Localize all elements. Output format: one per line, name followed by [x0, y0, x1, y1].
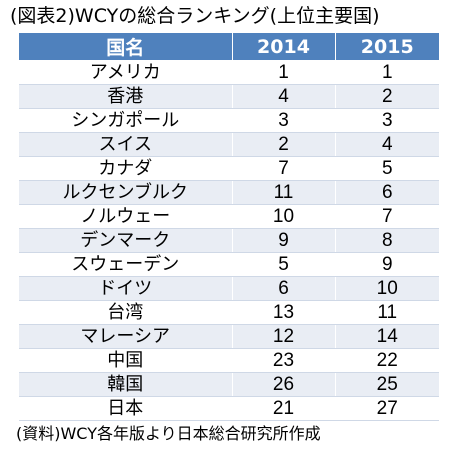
cell-rank-2015: 5: [334, 156, 439, 181]
table-row: アメリカ 1 1: [19, 60, 439, 85]
cell-rank-2014: 23: [231, 348, 335, 373]
cell-rank-2014: 3: [231, 108, 335, 133]
cell-rank-2015: 3: [334, 108, 439, 133]
cell-rank-2014: 9: [231, 228, 335, 253]
cell-rank-2015: 14: [334, 324, 439, 349]
cell-country: デンマーク: [19, 228, 232, 253]
table-row: ルクセンブルク 11 6: [19, 180, 439, 205]
table-row: ノルウェー 10 7: [19, 204, 439, 229]
header-country: 国名: [19, 33, 232, 61]
cell-country: ノルウェー: [19, 204, 232, 229]
cell-rank-2015: 4: [334, 132, 439, 157]
source-note: (資料)WCY各年版より日本総合研究所作成: [16, 424, 321, 443]
cell-rank-2014: 21: [231, 396, 335, 421]
table-row: 香港 4 2: [19, 84, 439, 109]
cell-country: ルクセンブルク: [19, 180, 232, 205]
header-2014: 2014: [231, 33, 335, 61]
cell-rank-2014: 1: [231, 60, 335, 85]
cell-rank-2015: 27: [334, 396, 439, 421]
table-header-row: 国名 2014 2015: [19, 33, 439, 61]
cell-rank-2014: 13: [231, 300, 335, 325]
table-row: スイス 2 4: [19, 132, 439, 157]
table-row: カナダ 7 5: [19, 156, 439, 181]
cell-country: 台湾: [19, 300, 232, 325]
cell-rank-2015: 1: [334, 60, 439, 85]
cell-rank-2014: 11: [231, 180, 335, 205]
cell-country: 日本: [19, 396, 232, 421]
cell-country: スイス: [19, 132, 232, 157]
cell-rank-2015: 22: [334, 348, 439, 373]
cell-country: 香港: [19, 84, 232, 109]
cell-country: シンガポール: [19, 108, 232, 133]
table-row: ドイツ 6 10: [19, 276, 439, 301]
cell-rank-2015: 11: [334, 300, 439, 325]
cell-rank-2014: 2: [231, 132, 335, 157]
cell-rank-2014: 4: [231, 84, 335, 109]
cell-rank-2014: 26: [231, 372, 335, 397]
cell-rank-2015: 9: [334, 252, 439, 277]
cell-country: 韓国: [19, 372, 232, 397]
cell-rank-2014: 10: [231, 204, 335, 229]
table-row: シンガポール 3 3: [19, 108, 439, 133]
figure-title: (図表2)WCYの総合ランキング(上位主要国): [10, 5, 380, 27]
cell-country: スウェーデン: [19, 252, 232, 277]
cell-rank-2014: 7: [231, 156, 335, 181]
cell-country: ドイツ: [19, 276, 232, 301]
table-row: 日本 21 27: [19, 396, 439, 421]
cell-rank-2015: 7: [334, 204, 439, 229]
cell-rank-2015: 10: [334, 276, 439, 301]
cell-country: マレーシア: [19, 324, 232, 349]
cell-rank-2014: 12: [231, 324, 335, 349]
cell-country: アメリカ: [19, 60, 232, 85]
table-row: 韓国 26 25: [19, 372, 439, 397]
table-row: デンマーク 9 8: [19, 228, 439, 253]
cell-rank-2015: 2: [334, 84, 439, 109]
header-2015: 2015: [334, 33, 439, 61]
table-row: 台湾 13 11: [19, 300, 439, 325]
cell-rank-2015: 6: [334, 180, 439, 205]
table-row: 中国 23 22: [19, 348, 439, 373]
cell-country: カナダ: [19, 156, 232, 181]
cell-rank-2014: 6: [231, 276, 335, 301]
table-row: マレーシア 12 14: [19, 324, 439, 349]
table-row: スウェーデン 5 9: [19, 252, 439, 277]
cell-country: 中国: [19, 348, 232, 373]
ranking-table: 国名 2014 2015 アメリカ 1 1 香港 4 2 シンガポール 3 3 …: [19, 33, 439, 421]
cell-rank-2015: 8: [334, 228, 439, 253]
cell-rank-2014: 5: [231, 252, 335, 277]
cell-rank-2015: 25: [334, 372, 439, 397]
